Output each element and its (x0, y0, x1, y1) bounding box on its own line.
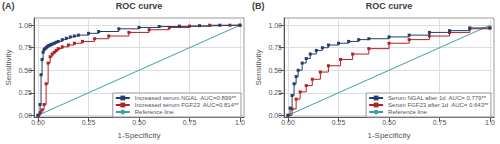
svg-text:Sensitivity: Sensitivity (254, 50, 263, 86)
svg-text:Increased serum FGF23 AUC=0.8: Increased serum FGF23 AUC=0.814** (135, 102, 240, 108)
svg-text:1.00: 1.00 (18, 22, 32, 29)
svg-text:0.50: 0.50 (132, 119, 146, 126)
svg-text:Increased serum NGAL AUC=0.89: Increased serum NGAL AUC=0.899** (135, 95, 237, 101)
svg-text:ROC curve: ROC curve (366, 1, 413, 11)
svg-text:1.00: 1.00 (268, 22, 282, 29)
svg-text:0.25: 0.25 (332, 119, 346, 126)
svg-text:0.00: 0.00 (268, 112, 282, 119)
svg-text:ROC curve: ROC curve (116, 1, 163, 11)
svg-text:0.25: 0.25 (18, 89, 32, 96)
svg-text:0.25: 0.25 (268, 89, 282, 96)
svg-text:0.50: 0.50 (18, 67, 32, 74)
svg-text:0.00: 0.00 (31, 119, 45, 126)
svg-text:Serum FGF23 after 1d AUC= 0.6: Serum FGF23 after 1d AUC= 0.643** (388, 102, 489, 108)
svg-text:Serum NGAL after 1d AUC= 0.77: Serum NGAL after 1d AUC= 0.779** (388, 95, 487, 101)
svg-text:1-Specificity: 1-Specificity (367, 131, 410, 140)
svg-text:1-Specificity: 1-Specificity (117, 131, 160, 140)
svg-text:0.75: 0.75 (18, 44, 32, 51)
svg-text:0.25: 0.25 (82, 119, 96, 126)
svg-text:Sensitivity: Sensitivity (4, 50, 13, 86)
svg-text:0.50: 0.50 (382, 119, 396, 126)
svg-text:0.75: 0.75 (268, 44, 282, 51)
svg-text:1.0: 1.0 (235, 119, 245, 126)
svg-text:(A): (A) (2, 1, 15, 11)
svg-text:0.75: 0.75 (183, 119, 197, 126)
svg-text:Reference line: Reference line (388, 109, 427, 115)
svg-text:1.0: 1.0 (485, 119, 495, 126)
svg-text:0.50: 0.50 (268, 67, 282, 74)
svg-text:Reference line: Reference line (135, 109, 174, 115)
svg-text:0.75: 0.75 (433, 119, 447, 126)
svg-text:0.00: 0.00 (281, 119, 295, 126)
svg-text:0.00: 0.00 (18, 112, 32, 119)
svg-text:(B): (B) (252, 1, 265, 11)
